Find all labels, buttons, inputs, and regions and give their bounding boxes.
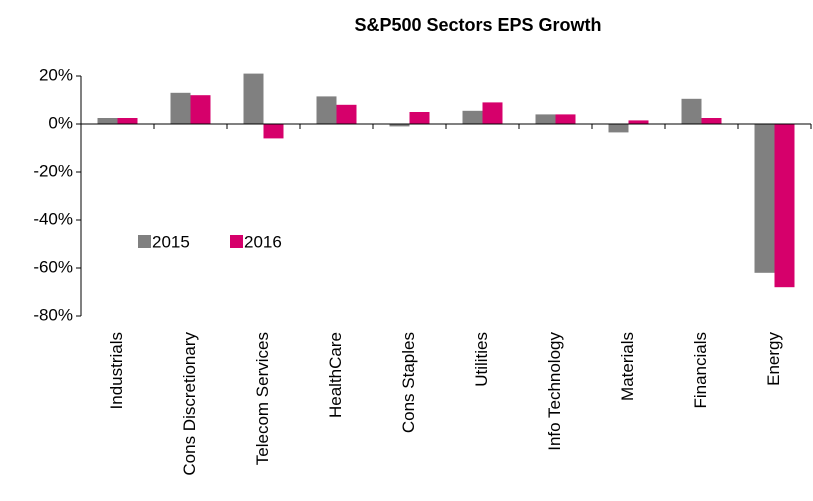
y-tick-label: 20%	[39, 65, 73, 84]
y-tick-label: -60%	[33, 257, 73, 276]
bar	[681, 98, 702, 124]
bar	[462, 110, 483, 124]
x-tick-label: Telecom Services	[253, 332, 272, 465]
bar	[190, 95, 211, 124]
x-tick-label: Cons Discretionary	[180, 332, 199, 476]
bar	[701, 118, 722, 124]
bar	[754, 124, 775, 273]
x-tick-label: Info Technology	[545, 332, 564, 451]
bar	[243, 73, 264, 124]
chart-title: S&P500 Sectors EPS Growth	[354, 15, 601, 35]
bar	[97, 118, 118, 124]
bar	[774, 124, 795, 288]
bar	[170, 92, 191, 124]
x-tick-label: HealthCare	[326, 332, 345, 418]
y-tick-label: 0%	[48, 113, 73, 132]
bar	[628, 120, 649, 124]
bar	[263, 124, 284, 139]
x-tick-label: Materials	[618, 332, 637, 401]
bar	[117, 118, 138, 124]
bar	[555, 114, 576, 124]
bar	[608, 124, 629, 133]
bar	[389, 124, 410, 127]
bar	[409, 112, 430, 124]
legend-swatch	[138, 235, 151, 248]
y-tick-label: -20%	[33, 161, 73, 180]
bar	[336, 104, 357, 124]
legend-label: 2015	[152, 232, 190, 251]
y-tick-label: -80%	[33, 305, 73, 324]
legend-swatch	[230, 235, 243, 248]
bar	[482, 102, 503, 124]
y-tick-label: -40%	[33, 209, 73, 228]
x-tick-label: Financials	[691, 332, 710, 409]
x-tick-label: Energy	[764, 332, 783, 386]
legend-label: 2016	[244, 232, 282, 251]
bar	[316, 96, 337, 124]
x-tick-label: Industrials	[107, 332, 126, 409]
x-tick-label: Cons Staples	[399, 332, 418, 433]
x-tick-label: Utilities	[472, 332, 491, 387]
bar	[535, 114, 556, 124]
